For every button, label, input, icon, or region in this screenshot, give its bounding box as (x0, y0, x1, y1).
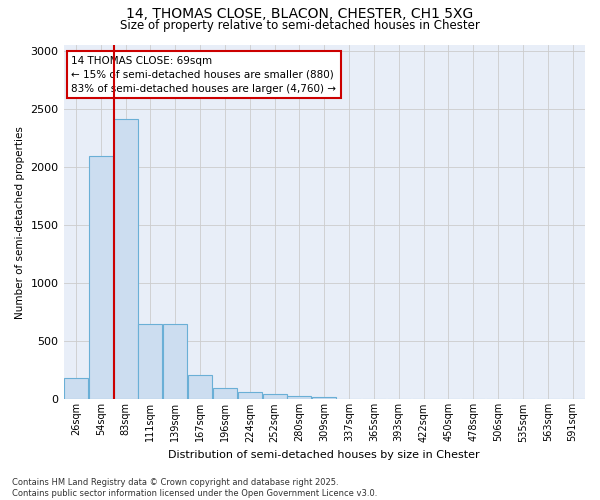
Y-axis label: Number of semi-detached properties: Number of semi-detached properties (15, 126, 25, 318)
Bar (163, 324, 187, 400)
Bar (238, 392, 262, 400)
Bar (263, 394, 287, 400)
Text: 14, THOMAS CLOSE, BLACON, CHESTER, CH1 5XG: 14, THOMAS CLOSE, BLACON, CHESTER, CH1 5… (127, 8, 473, 22)
Bar (89, 156, 113, 400)
X-axis label: Distribution of semi-detached houses by size in Chester: Distribution of semi-detached houses by … (169, 450, 480, 460)
Text: 14 THOMAS CLOSE: 69sqm
← 15% of semi-detached houses are smaller (880)
83% of se: 14 THOMAS CLOSE: 69sqm ← 15% of semi-det… (71, 56, 337, 94)
Bar (113, 119, 137, 400)
Text: Size of property relative to semi-detached houses in Chester: Size of property relative to semi-detach… (120, 19, 480, 32)
Text: Contains HM Land Registry data © Crown copyright and database right 2025.
Contai: Contains HM Land Registry data © Crown c… (12, 478, 377, 498)
Bar (287, 396, 311, 400)
Bar (312, 397, 337, 400)
Bar (213, 388, 237, 400)
Bar (139, 324, 163, 400)
Bar (188, 375, 212, 400)
Bar (64, 378, 88, 400)
